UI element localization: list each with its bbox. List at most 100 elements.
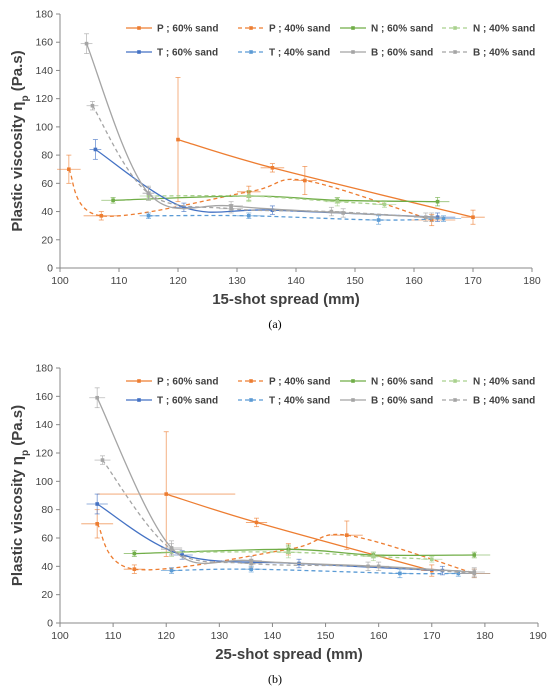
- legend-swatch-marker: [453, 379, 457, 383]
- data-point: [169, 568, 174, 573]
- y-tick-label: 140: [35, 65, 53, 77]
- series-p-60-sand: [175, 77, 485, 225]
- y-axis-title-main: Plastic viscosity η: [9, 102, 26, 232]
- data-point: [398, 571, 402, 576]
- data-point: [471, 215, 475, 219]
- y-tick-label: 140: [35, 419, 53, 431]
- legend-swatch-marker: [453, 50, 457, 54]
- legend-entry-label: B ; 60% sand: [371, 48, 433, 59]
- x-tick-label: 100: [51, 275, 69, 287]
- y-tick-label: 40: [41, 561, 53, 573]
- legend-entry-label: T ; 40% sand: [269, 48, 330, 59]
- y-tick-label: 80: [41, 504, 53, 516]
- legend-entry-label: B ; 60% sand: [371, 396, 433, 407]
- x-tick-label: 190: [529, 630, 547, 642]
- series-line: [101, 459, 475, 575]
- y-axis-title-sub: p: [20, 95, 31, 101]
- data-point: [90, 103, 95, 108]
- legend-entry-label: P ; 40% sand: [269, 377, 331, 388]
- data-point: [132, 551, 137, 556]
- series-b-40-sand: [94, 455, 491, 579]
- data-point: [164, 492, 169, 496]
- x-tick-label: 110: [111, 275, 128, 287]
- data-point: [111, 198, 115, 203]
- y-tick-label: 20: [41, 589, 53, 601]
- legend: P ; 60% sand P ; 40% sand N ; 60% sand N ; …: [126, 377, 535, 407]
- data-point: [229, 206, 233, 211]
- legend-swatch-marker: [249, 398, 253, 402]
- legend-swatch-marker: [351, 379, 355, 383]
- series-line: [96, 397, 475, 573]
- data-point: [182, 205, 186, 210]
- data-point: [371, 554, 376, 559]
- data-point: [247, 194, 251, 198]
- data-point: [270, 166, 275, 170]
- data-point: [249, 567, 253, 571]
- y-tick-label: 0: [47, 263, 53, 275]
- x-tick-label: 160: [405, 275, 423, 287]
- x-tick-label: 170: [423, 630, 441, 642]
- x-tick-label: 180: [523, 275, 541, 287]
- legend-entry-label: N ; 40% sand: [473, 24, 535, 35]
- data-point: [345, 533, 349, 537]
- y-axis-title-unit: (Pa.s): [9, 405, 26, 450]
- legend-swatch-marker: [351, 50, 355, 54]
- data-point: [146, 191, 151, 196]
- data-point: [84, 41, 89, 46]
- figure-caption: (b): [268, 672, 282, 686]
- x-tick-label: 130: [211, 630, 229, 642]
- data-point: [366, 564, 370, 569]
- data-point: [472, 553, 477, 557]
- data-point: [99, 213, 104, 218]
- legend-swatch-marker: [351, 398, 355, 402]
- data-point: [341, 211, 345, 215]
- data-point: [286, 550, 291, 554]
- legend-entry-label: T ; 60% sand: [157, 396, 218, 407]
- y-tick-label: 60: [41, 178, 53, 190]
- y-tick-label: 60: [41, 533, 53, 545]
- chart-panel-2: 0 20 40 60 80 100 120 140 160 180 100 110 120 130 140 1…: [9, 363, 547, 687]
- data-point: [435, 199, 440, 204]
- series-line: [171, 568, 459, 575]
- x-tick-label: 100: [51, 630, 69, 642]
- x-tick-label: 150: [317, 630, 335, 642]
- y-tick-label: 120: [35, 448, 53, 460]
- data-point: [254, 520, 259, 525]
- series-p-40-sand: [81, 509, 491, 579]
- legend-swatch-marker: [453, 398, 457, 402]
- legend-swatch-marker: [137, 379, 141, 383]
- y-axis-title-sub: p: [20, 450, 31, 456]
- y-tick-label: 180: [35, 363, 53, 375]
- data-point: [176, 137, 180, 142]
- legend-swatch-marker: [249, 379, 253, 383]
- series-line: [171, 551, 432, 560]
- data-point: [329, 209, 334, 214]
- legend-entry-label: T ; 40% sand: [269, 396, 330, 407]
- y-tick-label: 20: [41, 234, 53, 246]
- series-line: [113, 195, 438, 203]
- legend-entry-label: N ; 60% sand: [371, 377, 433, 388]
- legend-swatch-marker: [249, 26, 253, 30]
- y-tick-label: 100: [35, 121, 53, 133]
- data-point: [429, 557, 434, 562]
- chart-panel-1: 0 20 40 60 80 100 120 140 160 180 100 110 120 130 140 1…: [9, 9, 541, 332]
- data-point: [95, 395, 99, 400]
- y-tick-label: 120: [35, 93, 53, 105]
- data-point: [95, 522, 99, 526]
- y-tick-label: 80: [41, 150, 53, 162]
- x-tick-label: 110: [105, 630, 122, 642]
- data-point: [335, 199, 340, 204]
- data-point: [93, 147, 98, 152]
- legend-entry-label: T ; 60% sand: [157, 48, 218, 59]
- legend-entry-label: B ; 40% sand: [473, 48, 535, 59]
- x-tick-label: 120: [169, 275, 187, 287]
- y-axis-title-unit: (Pa.s): [9, 50, 26, 95]
- series-line: [148, 194, 385, 206]
- x-tick-label: 150: [346, 275, 364, 287]
- x-axis-title: 15-shot spread (mm): [212, 291, 360, 308]
- series-t-40-sand: [139, 212, 462, 225]
- data-point: [382, 202, 387, 207]
- legend-entry-label: P ; 60% sand: [157, 377, 219, 388]
- y-tick-label: 180: [35, 9, 53, 21]
